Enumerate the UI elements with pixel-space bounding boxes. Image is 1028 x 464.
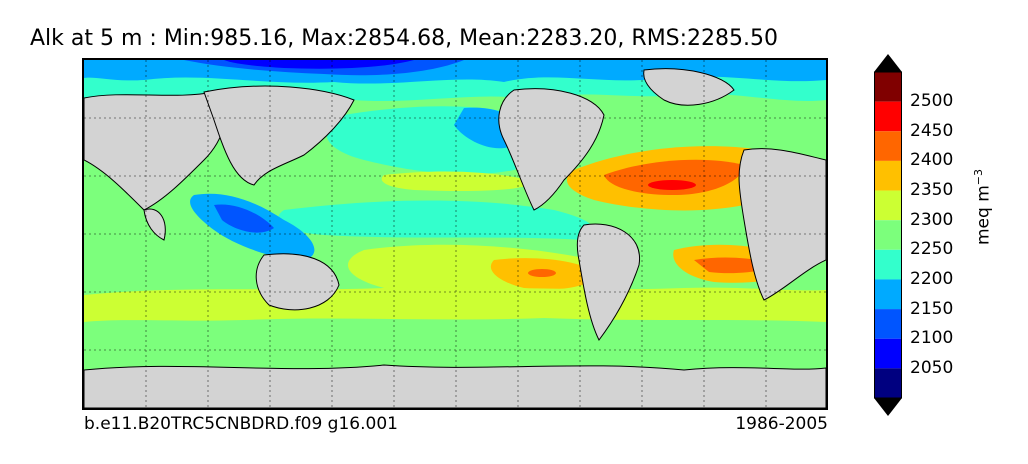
land-australia — [255, 253, 340, 311]
colorbar-tick-label: 2100 — [910, 328, 954, 349]
colorbar-unit-text: meq m — [973, 185, 994, 245]
land-antarctica — [84, 364, 826, 408]
colorbar-segment — [874, 131, 902, 161]
colorbar-segment — [874, 160, 902, 191]
map-title: Alk at 5 m : Min:985.16, Max:2854.68, Me… — [30, 26, 779, 51]
graticule — [84, 60, 826, 408]
case-name-label: b.e11.B20TRC5CNBDRD.f09 g16.001 — [84, 414, 398, 434]
colorbar-segment — [874, 338, 902, 369]
equatorial-pacific-contour-2200 — [278, 200, 594, 240]
colorbar-unit-label: meq m−3 — [972, 169, 994, 245]
land-asia-west — [84, 91, 226, 211]
colorbar-segment — [874, 249, 902, 280]
colorbar-tick-label: 2350 — [910, 180, 954, 201]
colorbar — [874, 54, 902, 416]
colorbar-tick-label: 2300 — [910, 209, 954, 230]
land-north-america — [498, 88, 605, 211]
colorbar-segment — [874, 309, 902, 339]
colorbar-segment — [874, 190, 902, 221]
land-africa — [738, 148, 826, 301]
colorbar-tick-label: 2450 — [910, 120, 954, 141]
colorbar-segment — [874, 279, 902, 310]
north-atlantic-contour-2400 — [604, 159, 744, 195]
colorbar-extend-min — [874, 398, 902, 416]
colorbar-unit-exponent: −3 — [972, 169, 985, 186]
colorbar-segment — [874, 72, 902, 102]
colorbar-extend-max — [874, 54, 902, 72]
alkalinity-map — [82, 58, 828, 410]
colorbar-tick-label: 2200 — [910, 268, 954, 289]
southern-ocean-contour-2300 — [84, 287, 826, 322]
colorbar-tick-label: 2050 — [910, 357, 954, 378]
south-pacific-contour-2400 — [528, 269, 556, 277]
colorbar-tick-label: 2500 — [910, 91, 954, 112]
colorbar-tick-label: 2400 — [910, 150, 954, 171]
colorbar-segment — [874, 368, 902, 398]
colorbar-tick-label: 2250 — [910, 239, 954, 260]
indonesia-contour-2100 — [214, 204, 274, 233]
land-india — [143, 208, 166, 241]
colorbar-segment — [874, 101, 902, 132]
period-label: 1986-2005 — [735, 414, 828, 434]
north-atlantic-contour-2450 — [648, 180, 696, 190]
colorbar-segment — [874, 220, 902, 250]
land-south-america — [576, 223, 640, 341]
colorbar-tick-label: 2150 — [910, 298, 954, 319]
land-asia-east — [203, 85, 355, 186]
land-greenland — [643, 68, 735, 106]
map-canvas — [84, 60, 826, 408]
arctic-contour-2050 — [224, 60, 414, 69]
